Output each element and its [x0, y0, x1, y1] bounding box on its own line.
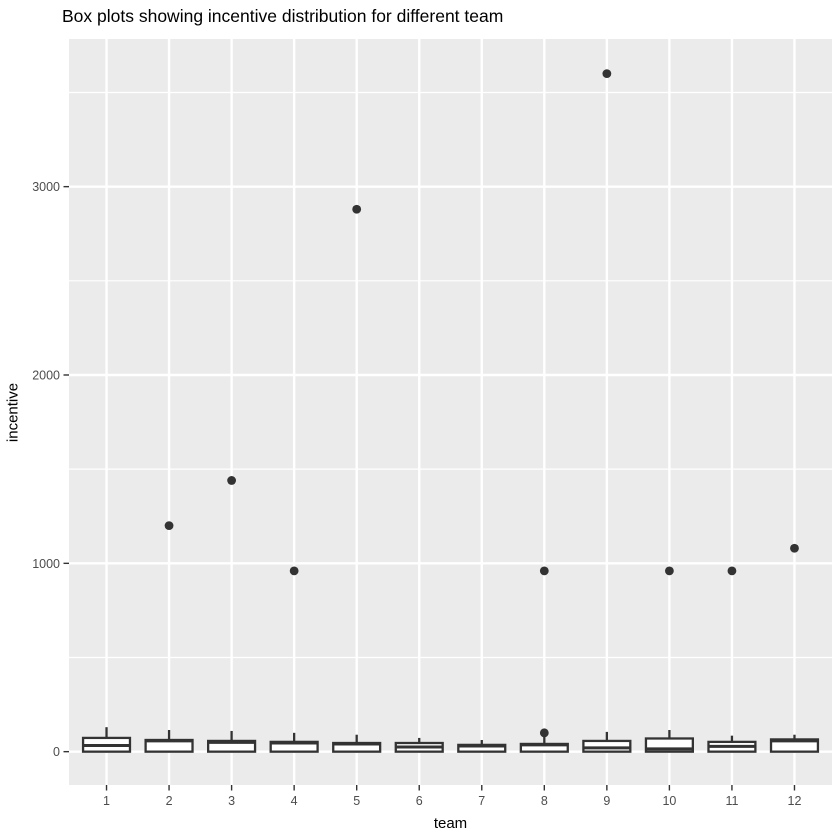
outlier-point	[602, 69, 612, 79]
boxplot-team-4	[269, 566, 319, 753]
outlier-point	[164, 521, 174, 531]
outlier-point	[790, 543, 799, 553]
x-tick-label: 11	[725, 794, 738, 808]
x-tick-label: 1	[103, 794, 110, 808]
boxplot-team-9	[582, 69, 632, 753]
x-axis-title: team	[433, 815, 468, 832]
outlier-point	[539, 566, 549, 576]
y-tick-label: 0	[53, 745, 60, 759]
outlier-point	[352, 204, 362, 214]
box	[582, 739, 632, 753]
box	[769, 738, 820, 753]
x-tick-label: 4	[291, 794, 298, 808]
x-tick-label: 6	[416, 794, 423, 808]
x-tick-label: 12	[788, 794, 802, 808]
x-tick-label: 7	[478, 794, 485, 808]
y-tick-label: 1000	[32, 557, 60, 571]
outlier-point	[289, 566, 299, 576]
x-tick-label: 8	[541, 794, 548, 808]
x-tick-label: 5	[353, 794, 360, 808]
outlier-point	[539, 728, 549, 738]
boxplot-team-10	[644, 566, 694, 753]
boxplot-team-7	[457, 739, 507, 753]
boxplot-team-8	[519, 566, 569, 753]
y-tick-label: 3000	[32, 180, 60, 194]
boxplot-team-1	[81, 727, 132, 753]
outlier-point	[227, 476, 237, 485]
x-tick-label: 10	[662, 794, 676, 808]
outlier-point	[664, 566, 674, 576]
chart-title: Box plots showing incentive distribution…	[62, 6, 504, 26]
outlier-point	[727, 566, 737, 576]
panel-background	[69, 39, 832, 785]
boxplot-team-5	[332, 204, 382, 753]
boxplot-team-6	[394, 737, 444, 753]
x-tick-label: 3	[228, 794, 235, 808]
y-tick-label: 2000	[32, 368, 60, 382]
boxplot-team-2	[144, 521, 194, 753]
boxplot-team-11	[707, 566, 757, 753]
boxplot-team-3	[207, 476, 257, 753]
x-tick-label: 2	[166, 794, 173, 808]
x-tick-label: 9	[603, 794, 610, 808]
box	[207, 739, 257, 753]
boxplot-team-12	[769, 543, 820, 753]
